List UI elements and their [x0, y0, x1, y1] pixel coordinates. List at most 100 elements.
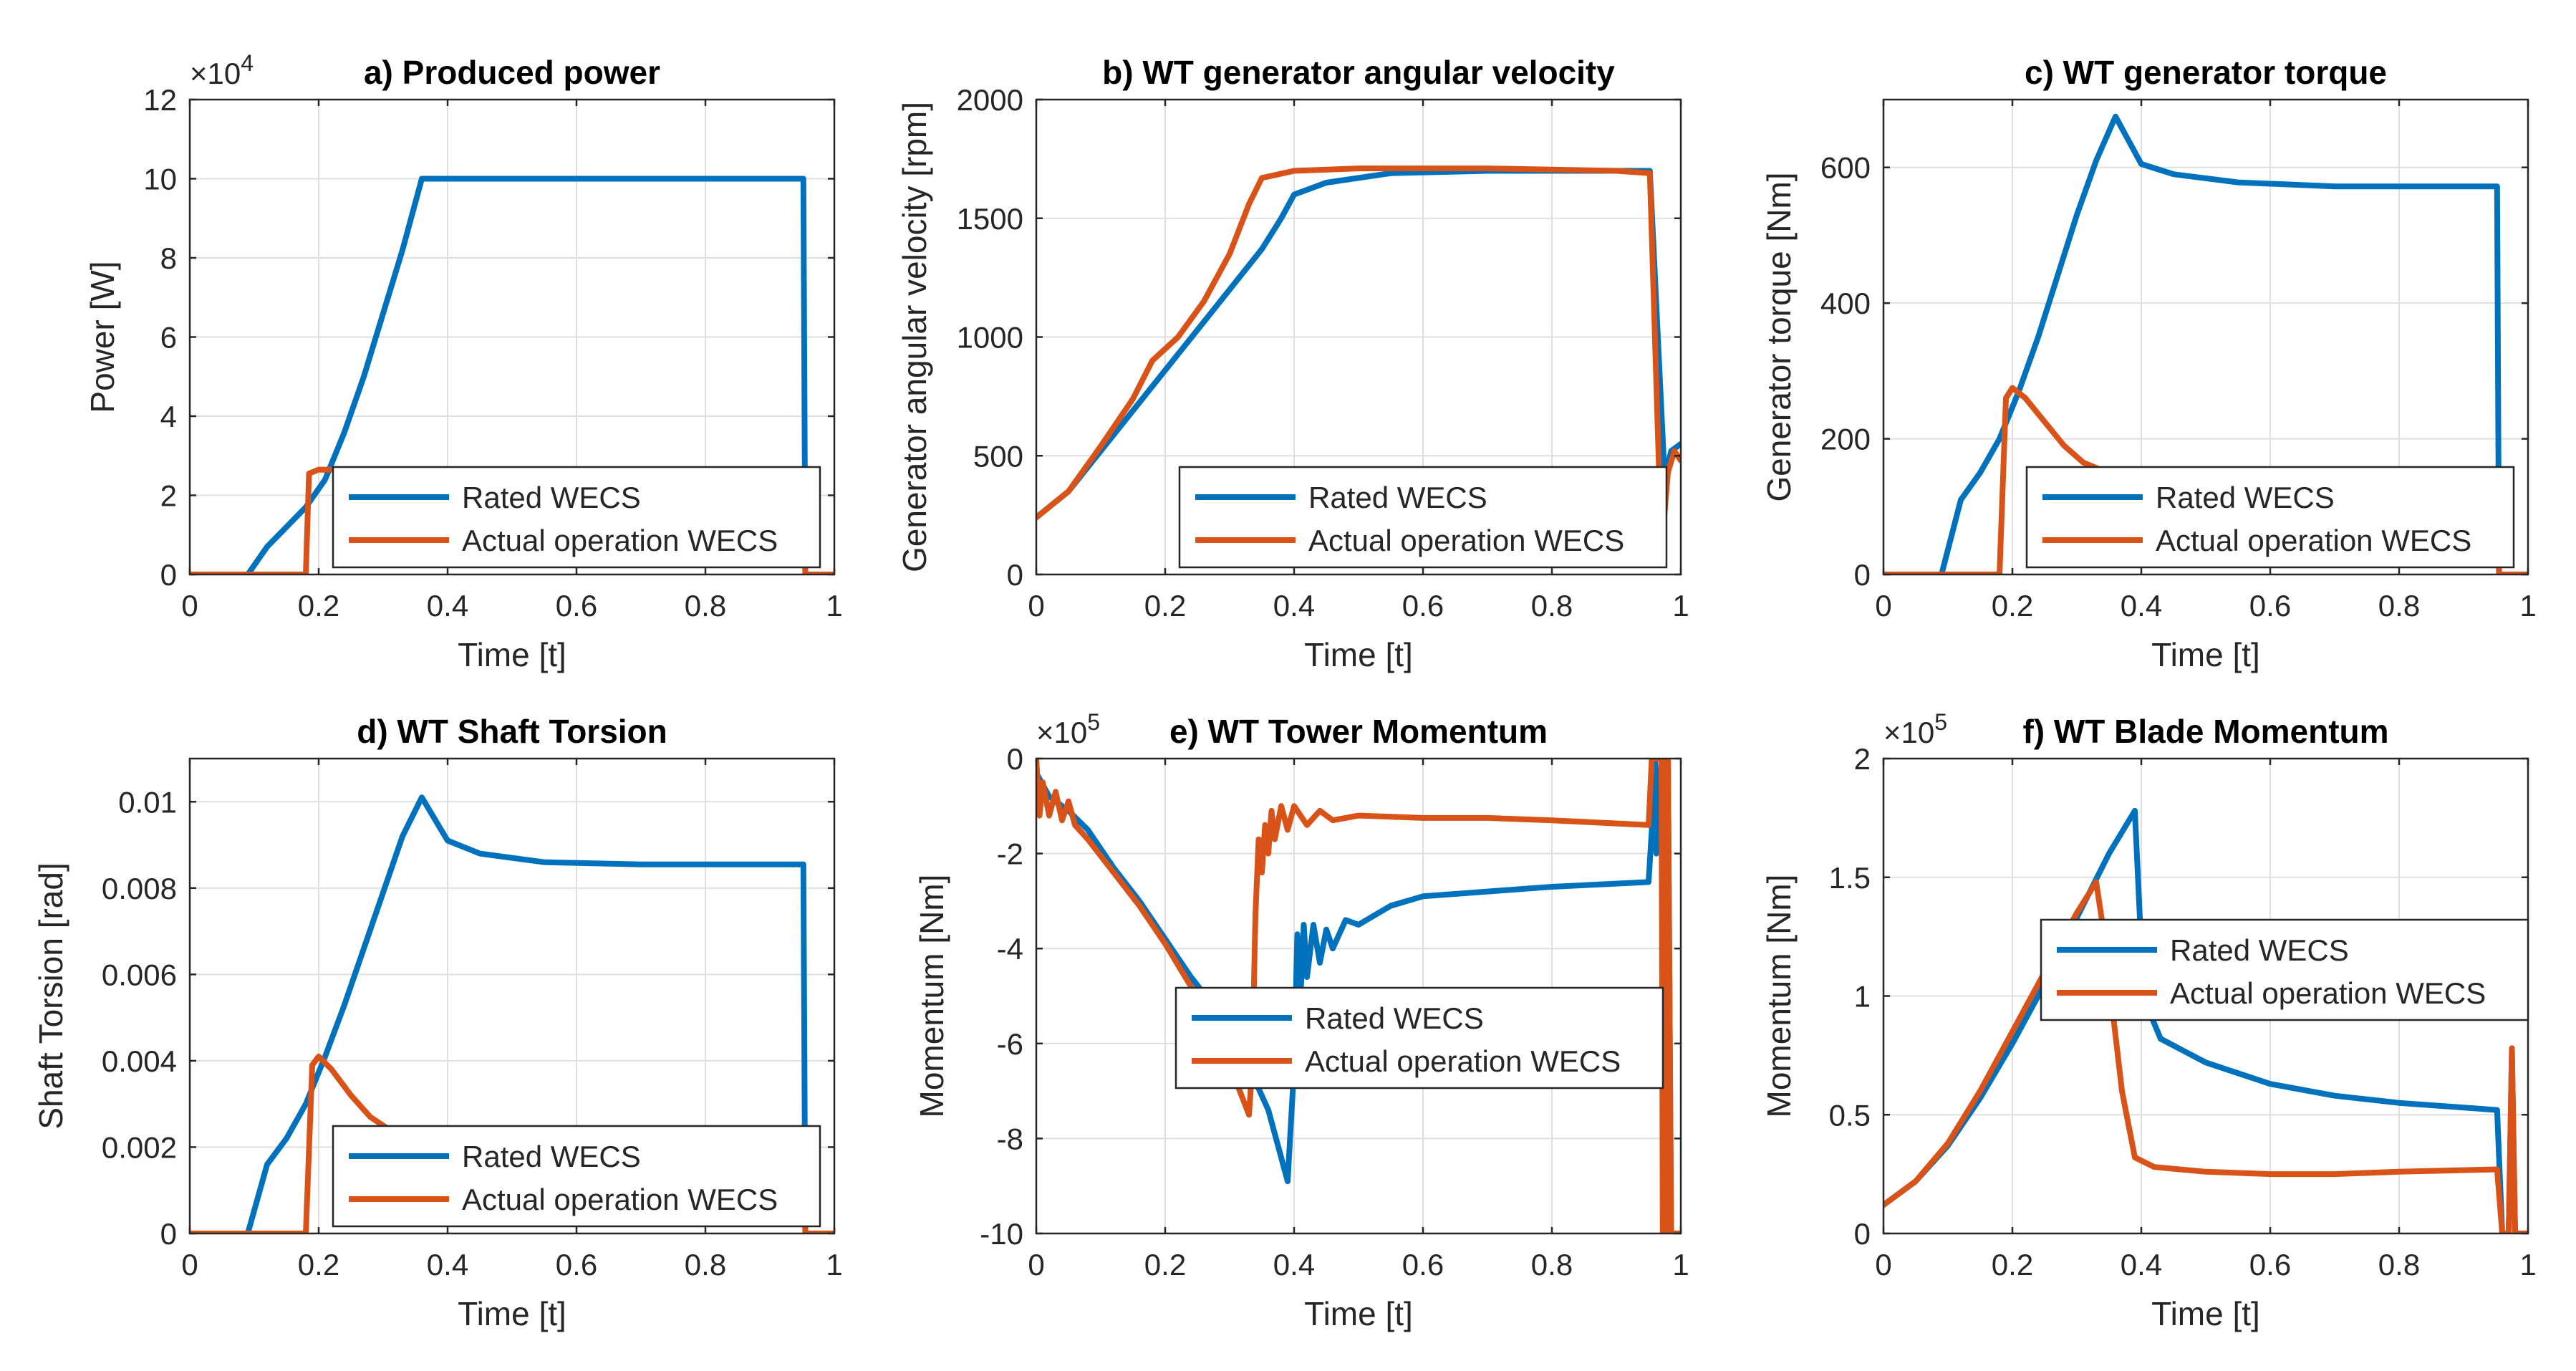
chart-a-legend-box [332, 466, 821, 569]
chart-e-exponent-label: ×105 [1036, 709, 1100, 749]
chart-b-xlabel: Time [t] [1304, 636, 1413, 673]
chart-a-xlabel: Time [t] [458, 636, 566, 673]
chart-b-legend-label-rated: Rated WECS [1308, 481, 1487, 514]
chart-d-title: d) WT Shaft Torsion [357, 713, 667, 750]
chart-d-legend-box [332, 1125, 821, 1228]
chart-f-ytick-label-4: 2 [1854, 742, 1871, 776]
chart-c-ylabel: Generator torque [Nm] [1760, 172, 1798, 501]
chart-f-ylabel: Momentum [Nm] [1760, 875, 1798, 1118]
chart-d-xtick-label-2: 0.4 [427, 1248, 468, 1281]
chart-c: 0 0.2 0.4 0.6 0.8 1 0 200 400 600 c) WT generator … [1760, 54, 2537, 673]
chart-f-xlabel: Time [t] [2151, 1295, 2260, 1332]
chart-d-legend-label-actual: Actual operation WECS [462, 1183, 778, 1216]
chart-f-xtick-label-0: 0 [1875, 1248, 1891, 1281]
chart-c-xtick-label-3: 0.6 [2249, 589, 2291, 622]
chart-a-ylabel: Power [W] [84, 261, 121, 413]
chart-f-series-line-rated [1883, 807, 2528, 1233]
chart-b-legend: Rated WECS Actual operation WECS [1178, 466, 1668, 569]
chart-c-series-line-rated [1883, 113, 2528, 574]
chart-c-legend-box [2025, 466, 2515, 569]
chart-a-ytick-label-4: 8 [160, 241, 177, 275]
chart-f-exponent-label: ×105 [1883, 709, 1947, 749]
chart-f: 0 0.2 0.4 0.6 0.8 1 0 0.5 1 1.5 2 f) WT Blade Momen… [1760, 709, 2537, 1332]
chart-c-legend-label-actual: Actual operation WECS [2156, 524, 2471, 557]
chart-e-ytick-label-0: -10 [980, 1217, 1023, 1251]
chart-d-legend-label-rated: Rated WECS [462, 1140, 641, 1173]
chart-c-ytick-label-3: 600 [1820, 151, 1871, 185]
chart-f-legend-label-rated: Rated WECS [2170, 933, 2349, 967]
chart-b-xtick-label-2: 0.4 [1273, 589, 1315, 622]
chart-c-title: c) WT generator torque [2025, 54, 2387, 91]
chart-e-legend-box [1174, 986, 1664, 1089]
chart-d-xlabel: Time [t] [458, 1295, 566, 1332]
chart-e: 0 0.2 0.4 0.6 0.8 1 -10 -8 -6 -4 -2 0 e) WT Tower Mo… [913, 709, 1689, 1332]
chart-c-xtick-label-5: 1 [2519, 589, 2536, 622]
chart-e-xtick-label-3: 0.6 [1402, 1248, 1444, 1281]
chart-f-xtick-label-1: 0.2 [1992, 1248, 2033, 1281]
chart-e-xtick-label-1: 0.2 [1144, 1248, 1186, 1281]
chart-a-xtick-label-5: 1 [826, 589, 842, 622]
chart-e-xtick-label-4: 0.8 [1531, 1248, 1573, 1281]
chart-b-ytick-label-2: 1000 [957, 321, 1023, 355]
chart-b-xtick-label-4: 0.8 [1531, 589, 1573, 622]
chart-f-ytick-label-1: 0.5 [1829, 1098, 1871, 1132]
chart-d-axes-box [188, 757, 836, 1235]
chart-e-ytick-label-5: 0 [1007, 742, 1023, 776]
chart-a-xtick-label-0: 0 [181, 589, 198, 622]
chart-b-legend-box [1178, 466, 1668, 569]
chart-c-xtick-label-2: 0.4 [2121, 589, 2162, 622]
chart-b-xtick-label-1: 0.2 [1144, 589, 1186, 622]
chart-d-xtick-label-3: 0.6 [556, 1248, 597, 1281]
chart-c-xlabel: Time [t] [2151, 636, 2260, 673]
chart-f-title: f) WT Blade Momentum [2022, 713, 2388, 750]
chart-d-series-line-rated [190, 794, 834, 1233]
chart-a-ytick-label-5: 10 [143, 163, 177, 196]
chart-f-ytick-label-2: 1 [1854, 980, 1871, 1014]
chart-d-ytick-label-0: 0 [160, 1217, 177, 1251]
chart-d-xtick-label-4: 0.8 [685, 1248, 726, 1281]
chart-e-xlabel: Time [t] [1304, 1295, 1413, 1332]
chart-d-xtick-label-5: 1 [826, 1248, 842, 1281]
chart-c-xtick-label-4: 0.8 [2378, 589, 2420, 622]
chart-a-ytick-label-2: 4 [160, 400, 177, 433]
chart-f-xtick-label-5: 1 [2519, 1248, 2536, 1281]
chart-e-ytick-label-2: -6 [997, 1027, 1023, 1061]
chart-c-xtick-label-1: 0.2 [1992, 589, 2033, 622]
chart-a-ytick-label-0: 0 [160, 558, 177, 592]
chart-d-ytick-label-1: 0.002 [102, 1130, 177, 1164]
chart-f-legend: Rated WECS Actual operation WECS [2040, 918, 2529, 1021]
chart-e-legend-label-actual: Actual operation WECS [1305, 1044, 1621, 1078]
chart-e-ytick-label-1: -8 [997, 1122, 1023, 1155]
chart-b-xtick-label-5: 1 [1672, 589, 1689, 622]
chart-e-ylabel: Momentum [Nm] [913, 875, 950, 1118]
chart-b-ylabel: Generator angular velocity [rpm] [896, 102, 933, 572]
chart-b-title: b) WT generator angular velocity [1102, 54, 1615, 91]
chart-e-legend-label-rated: Rated WECS [1305, 1001, 1484, 1035]
chart-a-xtick-label-1: 0.2 [298, 589, 339, 622]
chart-b-ytick-label-4: 2000 [957, 83, 1023, 117]
chart-d-ytick-label-2: 0.004 [102, 1044, 177, 1078]
chart-b-ytick-label-3: 1500 [957, 202, 1023, 236]
chart-f-ytick-label-0: 0 [1854, 1217, 1871, 1251]
chart-a-xtick-label-2: 0.4 [427, 589, 468, 622]
chart-a-legend-label-rated: Rated WECS [462, 481, 641, 514]
chart-c-ytick-label-2: 400 [1820, 287, 1871, 320]
chart-d-ytick-label-3: 0.006 [102, 958, 177, 991]
chart-d-xtick-label-0: 0 [181, 1248, 198, 1281]
chart-f-xtick-label-3: 0.6 [2249, 1248, 2291, 1281]
chart-e-axes-box [1035, 757, 1682, 1235]
chart-e-title: e) WT Tower Momentum [1169, 713, 1548, 750]
chart-f-ytick-label-3: 1.5 [1829, 861, 1871, 895]
chart-d: 0 0.2 0.4 0.6 0.8 1 0 0.002 0.004 0.006 0.008 0.01 d… [32, 713, 843, 1332]
chart-d-xtick-label-1: 0.2 [298, 1248, 339, 1281]
chart-b-xtick-label-0: 0 [1028, 589, 1044, 622]
chart-a-ytick-label-3: 6 [160, 321, 177, 355]
chart-f-xtick-label-4: 0.8 [2378, 1248, 2420, 1281]
chart-d-ylabel: Shaft Torsion [rad] [32, 862, 69, 1129]
chart-a-xtick-label-4: 0.8 [685, 589, 726, 622]
chart-b-ytick-label-0: 0 [1007, 558, 1023, 592]
chart-d-ytick-label-4: 0.008 [102, 872, 177, 905]
chart-a-title: a) Produced power [364, 54, 660, 91]
